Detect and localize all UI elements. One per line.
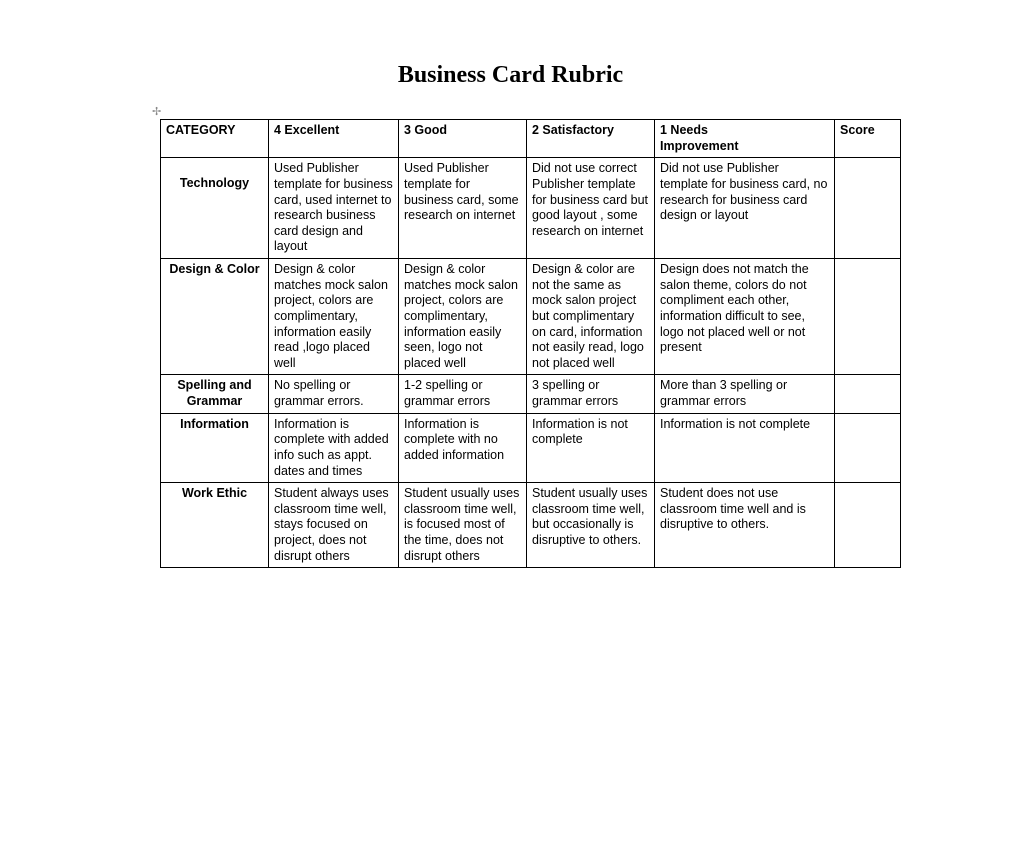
cell-category: Information xyxy=(161,413,269,483)
table-row: Work Ethic Student always uses classroom… xyxy=(161,483,901,568)
cell-category: Work Ethic xyxy=(161,483,269,568)
cell-excellent: Used Publisher template for business car… xyxy=(269,158,399,259)
cell-score[interactable] xyxy=(835,158,901,259)
cell-category: Spelling and Grammar xyxy=(161,375,269,413)
cell-category: Technology xyxy=(161,158,269,259)
page: Business Card Rubric ✢ CATEGORY 4 Excell… xyxy=(0,62,1021,843)
cell-satisfactory: 3 spelling or grammar errors xyxy=(527,375,655,413)
table-row: Spelling and Grammar No spelling or gram… xyxy=(161,375,901,413)
table-container: ✢ CATEGORY 4 Excellent 3 Good 2 Satisfac… xyxy=(160,119,900,568)
col-header-category: CATEGORY xyxy=(161,120,269,158)
col-header-needs-improvement: 1 Needs Improvement xyxy=(655,120,835,158)
table-anchor-icon: ✢ xyxy=(152,105,161,118)
table-row: Design & Color Design & color matches mo… xyxy=(161,259,901,375)
cell-satisfactory: Student usually uses classroom time well… xyxy=(527,483,655,568)
cell-satisfactory: Design & color are not the same as mock … xyxy=(527,259,655,375)
cell-good: Design & color matches mock salon projec… xyxy=(399,259,527,375)
cell-excellent: Student always uses classroom time well,… xyxy=(269,483,399,568)
table-row: Technology Used Publisher template for b… xyxy=(161,158,901,259)
table-row: Information Information is complete with… xyxy=(161,413,901,483)
col-header-good: 3 Good xyxy=(399,120,527,158)
cell-good: Student usually uses classroom time well… xyxy=(399,483,527,568)
cell-score[interactable] xyxy=(835,375,901,413)
cell-category: Design & Color xyxy=(161,259,269,375)
cell-needs-improvement: Design does not match the salon theme, c… xyxy=(655,259,835,375)
col-header-excellent: 4 Excellent xyxy=(269,120,399,158)
cell-score[interactable] xyxy=(835,259,901,375)
cell-needs-improvement: Student does not use classroom time well… xyxy=(655,483,835,568)
cell-good: 1-2 spelling or grammar errors xyxy=(399,375,527,413)
cell-satisfactory: Did not use correct Publisher template f… xyxy=(527,158,655,259)
page-title: Business Card Rubric xyxy=(0,62,1021,89)
cell-needs-improvement: Information is not complete xyxy=(655,413,835,483)
cell-good: Information is complete with no added in… xyxy=(399,413,527,483)
table-header-row: CATEGORY 4 Excellent 3 Good 2 Satisfacto… xyxy=(161,120,901,158)
col-header-satisfactory: 2 Satisfactory xyxy=(527,120,655,158)
cell-good: Used Publisher template for business car… xyxy=(399,158,527,259)
cell-excellent: Design & color matches mock salon projec… xyxy=(269,259,399,375)
cell-satisfactory: Information is not complete xyxy=(527,413,655,483)
rubric-table: CATEGORY 4 Excellent 3 Good 2 Satisfacto… xyxy=(160,119,901,568)
cell-score[interactable] xyxy=(835,413,901,483)
col-header-score: Score xyxy=(835,120,901,158)
cell-needs-improvement: Did not use Publisher template for busin… xyxy=(655,158,835,259)
cell-excellent: Information is complete with added info … xyxy=(269,413,399,483)
cell-score[interactable] xyxy=(835,483,901,568)
cell-needs-improvement: More than 3 spelling or grammar errors xyxy=(655,375,835,413)
cell-excellent: No spelling or grammar errors. xyxy=(269,375,399,413)
